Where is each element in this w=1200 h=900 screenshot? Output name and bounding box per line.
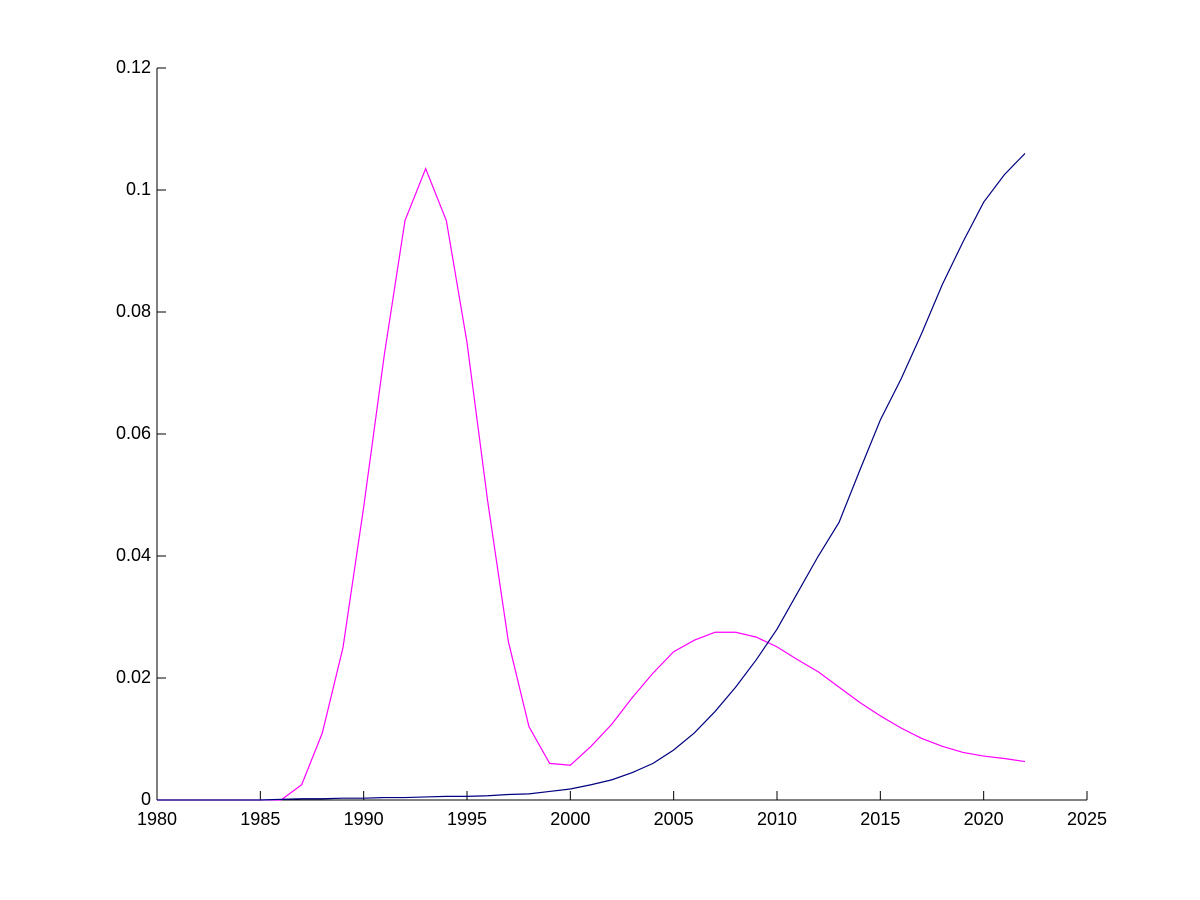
x-tick-label: 2005 [654,809,694,829]
x-tick-label: 2000 [550,809,590,829]
x-tick-label: 1995 [447,809,487,829]
line [157,167,1026,801]
y-tick-label: 0.1 [126,179,151,199]
y-tick-label: 0.12 [116,57,151,77]
y-tick-label: 0.06 [116,423,151,443]
x-tick-label: 1980 [137,809,177,829]
y-tick-label: 0.02 [116,667,151,687]
x-tick-label: 2025 [1067,809,1107,829]
x-tick-label: 2015 [860,809,900,829]
x-tick-label: 1985 [240,809,280,829]
x-tick-label: 2020 [964,809,1004,829]
line [157,152,1026,801]
y-tick-label: 0.04 [116,545,151,565]
x-tick-label: 1990 [344,809,384,829]
x-tick-label: 2010 [757,809,797,829]
y-tick-label: 0.08 [116,301,151,321]
y-tick-label: 0 [141,789,151,809]
